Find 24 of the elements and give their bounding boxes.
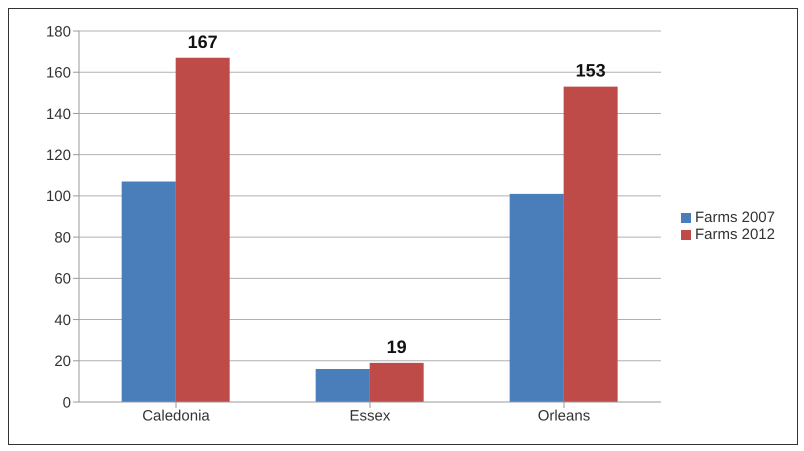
- y-tick-label: 20: [54, 353, 71, 370]
- y-tick-label: 160: [46, 64, 71, 82]
- x-tick-label: Orleans: [538, 408, 590, 425]
- x-tick-label: Essex: [350, 408, 391, 425]
- data-label: 153: [576, 60, 606, 81]
- y-tick-label: 140: [46, 106, 71, 123]
- bar: [176, 58, 230, 402]
- data-label: 19: [386, 336, 407, 357]
- y-tick-label: 100: [46, 188, 71, 206]
- legend-label: Farms 2012: [694, 226, 775, 242]
- y-tick-label: 120: [46, 146, 71, 164]
- bar: [316, 369, 370, 402]
- bar: [122, 181, 176, 402]
- y-tick-label: 40: [54, 312, 71, 329]
- y-tick-label: 180: [46, 23, 71, 40]
- y-tick-label: 80: [54, 229, 71, 246]
- x-tick-label: Caledonia: [142, 408, 210, 425]
- bar: [564, 86, 618, 402]
- bar: [370, 362, 424, 402]
- y-tick-label: 0: [62, 394, 71, 412]
- legend-label: Farms 2007: [694, 208, 775, 226]
- y-tick-label: 60: [54, 270, 71, 288]
- data-label: 167: [188, 32, 218, 52]
- bar: [510, 194, 564, 402]
